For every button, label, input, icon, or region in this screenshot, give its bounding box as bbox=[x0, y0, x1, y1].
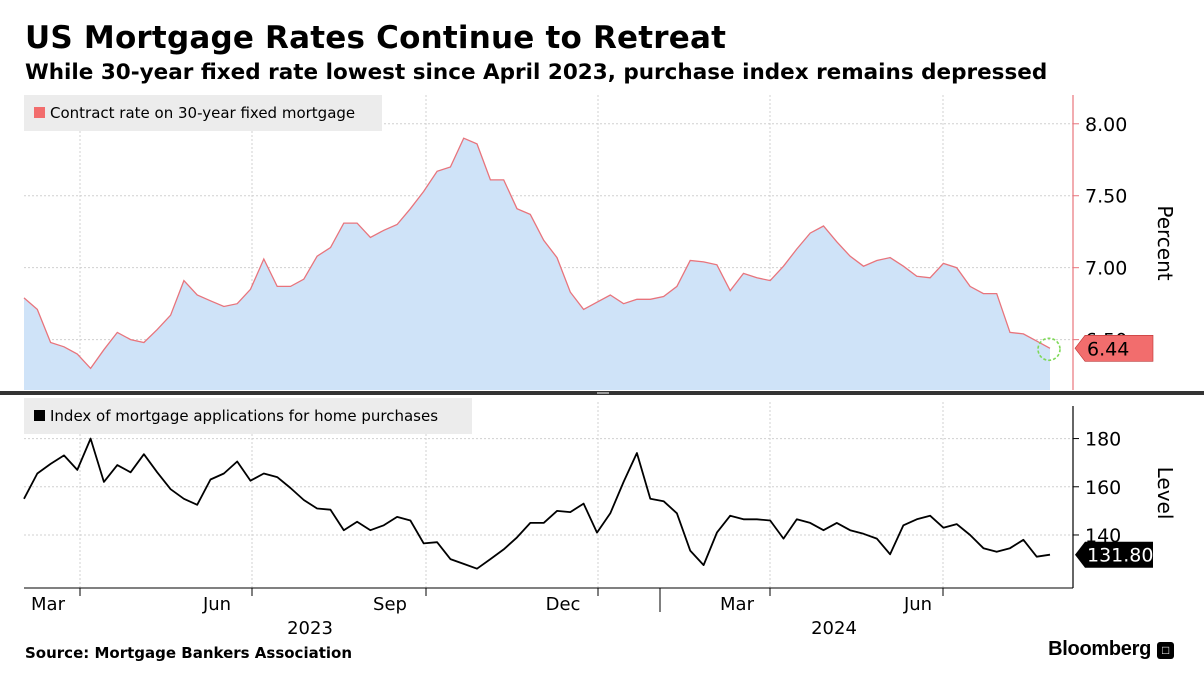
rate-tick-label: 8.00 bbox=[1085, 114, 1127, 136]
latest-point-highlight bbox=[1037, 337, 1061, 362]
rate-legend-box bbox=[24, 95, 382, 131]
index-tick-label: 160 bbox=[1085, 477, 1121, 499]
index-legend-label: Index of mortgage applications for home … bbox=[50, 407, 438, 425]
index-legend-box bbox=[24, 398, 472, 434]
rate-legend-swatch bbox=[34, 107, 45, 118]
chart-subtitle: While 30-year fixed rate lowest since Ap… bbox=[25, 60, 1048, 85]
index-last-value-badge bbox=[1075, 541, 1153, 568]
rate-axis-title: Percent bbox=[1153, 205, 1177, 280]
index-tick-label: 180 bbox=[1085, 429, 1121, 451]
rate-last-value-text: 6.44 bbox=[1087, 338, 1129, 360]
rate-last-value-badge bbox=[1074, 334, 1154, 362]
x-year-label: 2024 bbox=[811, 618, 857, 639]
brand-text: Bloomberg bbox=[1048, 638, 1151, 660]
chart-title: US Mortgage Rates Continue to Retreat bbox=[25, 20, 727, 56]
x-year-label: 2023 bbox=[287, 618, 333, 639]
index-line bbox=[23, 437, 1051, 570]
bloomberg-logo: Bloomberg □ bbox=[1048, 638, 1174, 661]
x-tick-label: Jun bbox=[202, 594, 231, 615]
x-tick-label: Jun bbox=[903, 594, 932, 615]
index-tick-label: 140 bbox=[1085, 525, 1121, 547]
bloomberg-terminal-icon: □ bbox=[1157, 642, 1174, 659]
rate-line bbox=[23, 137, 1051, 370]
rate-area bbox=[24, 138, 1050, 390]
x-tick-label: Dec bbox=[546, 594, 581, 615]
index-legend-swatch bbox=[34, 410, 45, 421]
source-note: Source: Mortgage Bankers Association bbox=[25, 644, 353, 662]
rate-tick-label: 7.00 bbox=[1085, 258, 1127, 280]
index-last-value-text: 131.80 bbox=[1087, 545, 1153, 567]
index-axis-title: Level bbox=[1153, 467, 1177, 520]
divider-handle bbox=[597, 392, 609, 394]
x-tick-label: Mar bbox=[720, 594, 755, 615]
x-tick-label: Sep bbox=[373, 594, 407, 615]
x-tick-label: Mar bbox=[31, 594, 66, 615]
rate-tick-label: 7.50 bbox=[1085, 186, 1127, 208]
rate-legend-label: Contract rate on 30-year fixed mortgage bbox=[50, 104, 355, 122]
